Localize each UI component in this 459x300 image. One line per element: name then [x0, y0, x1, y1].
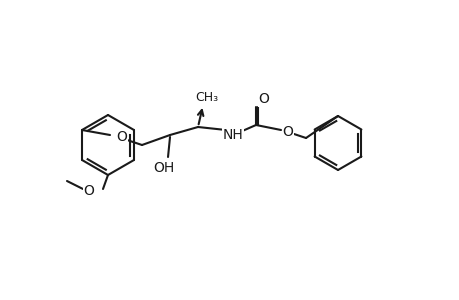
Text: NH: NH — [222, 128, 243, 142]
Text: O: O — [258, 92, 269, 106]
Text: O: O — [282, 125, 293, 139]
Text: CH₃: CH₃ — [195, 91, 218, 103]
Text: O: O — [84, 184, 94, 198]
Text: OH: OH — [153, 161, 174, 175]
Text: O: O — [116, 130, 127, 144]
